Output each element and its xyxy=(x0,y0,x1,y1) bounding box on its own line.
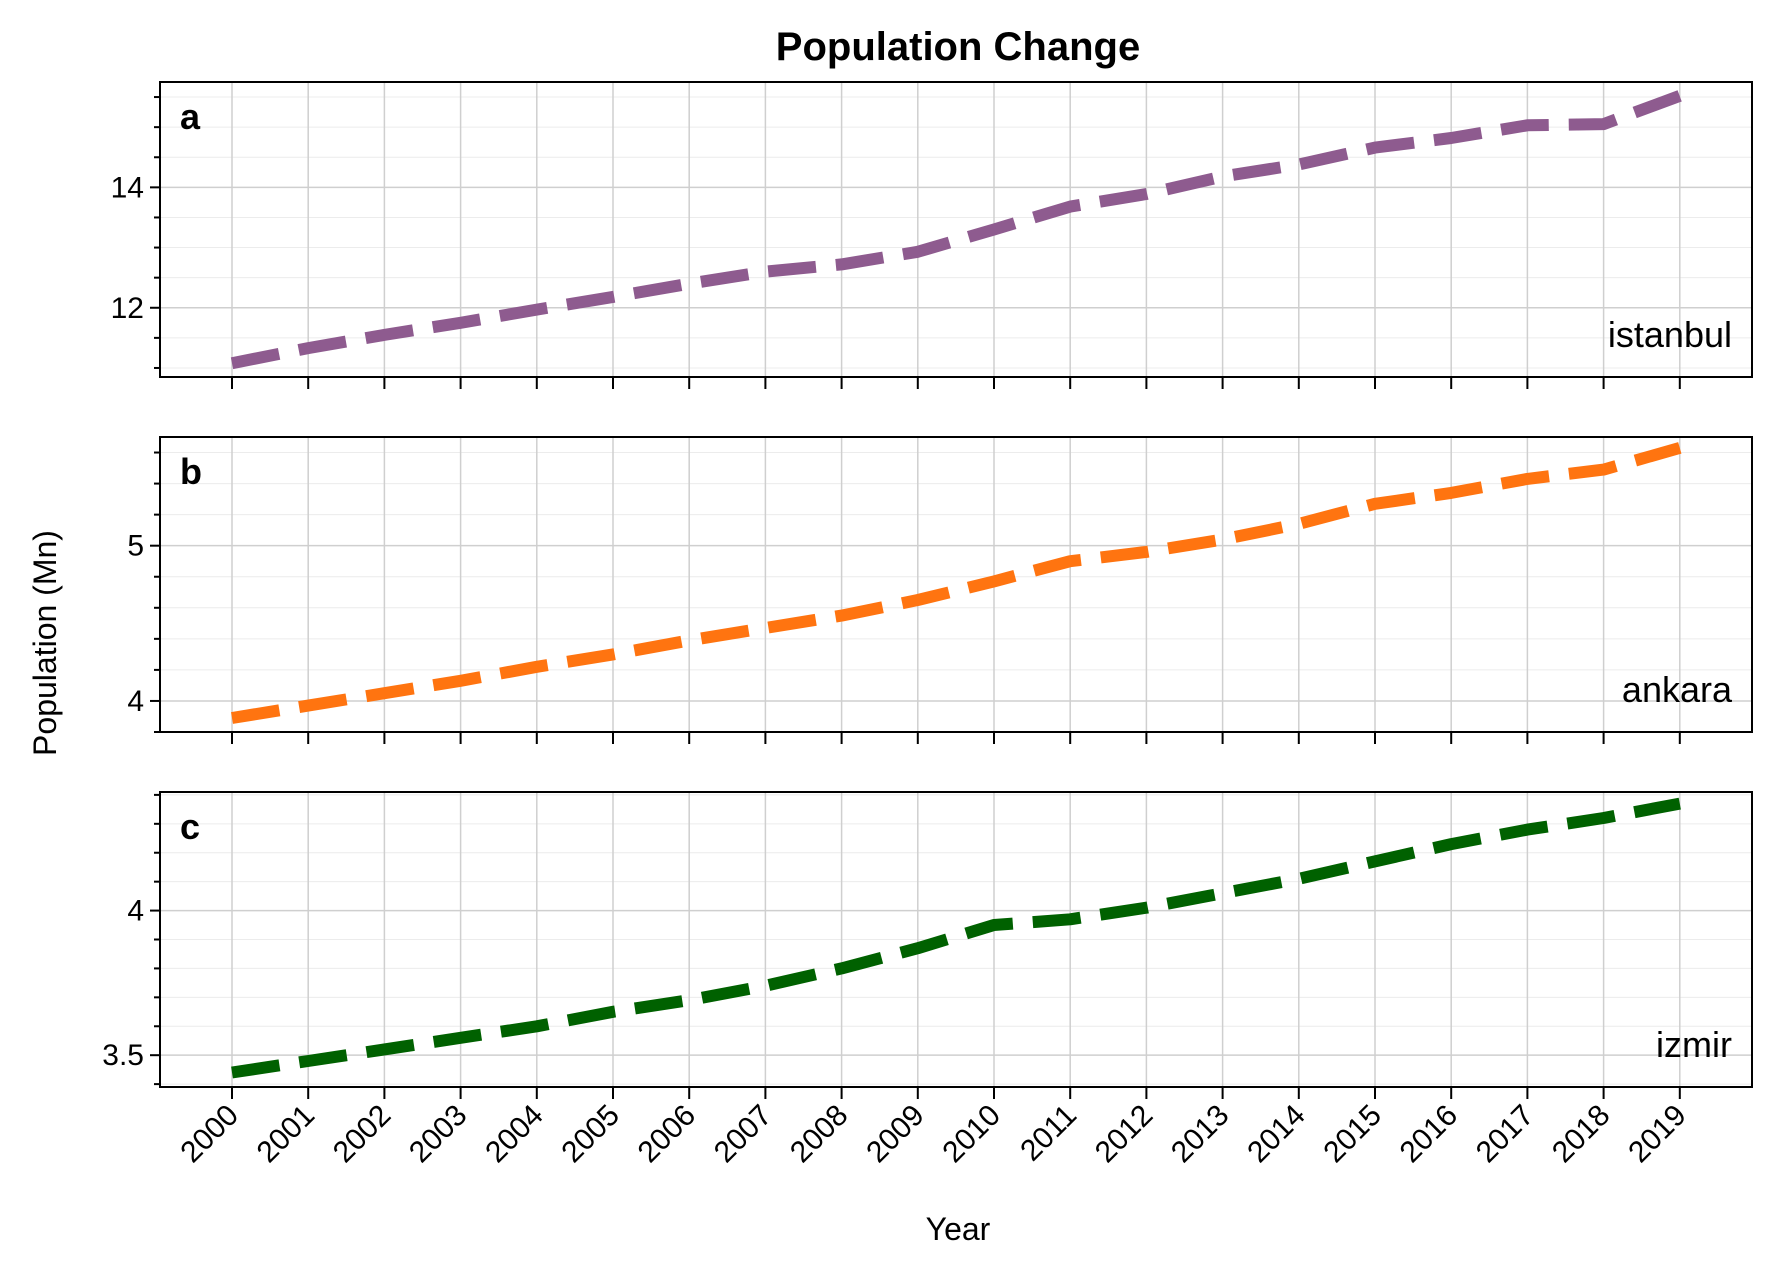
x-tick-label: 2003 xyxy=(403,1099,474,1170)
x-tick-label: 2018 xyxy=(1546,1099,1617,1170)
y-tick-label: 12 xyxy=(111,292,144,325)
x-tick-label: 2015 xyxy=(1317,1099,1388,1170)
plot-frame xyxy=(159,791,1753,1088)
plot-frame xyxy=(159,436,1753,733)
x-tick-label: 2014 xyxy=(1241,1099,1312,1170)
x-axis-label: Year xyxy=(926,1211,991,1247)
x-tick-label: 2008 xyxy=(784,1099,855,1170)
x-tick-label: 2013 xyxy=(1165,1099,1236,1170)
panel-istanbul: 12 14 a istanbul xyxy=(111,81,1753,389)
y-tick-label: 14 xyxy=(111,171,144,204)
x-tick-label: 2004 xyxy=(479,1099,550,1170)
series-label: ankara xyxy=(1622,669,1733,710)
x-tick-label: 2006 xyxy=(632,1099,703,1170)
x-tick-label: 2017 xyxy=(1470,1099,1541,1170)
x-tick-label: 2012 xyxy=(1089,1099,1160,1170)
y-axis-label: Population (Mn) xyxy=(27,530,63,756)
x-tick-label: 2009 xyxy=(860,1099,931,1170)
series-line-istanbul xyxy=(230,90,1682,370)
chart-title: Population Change xyxy=(776,25,1140,69)
series-line-izmir xyxy=(231,797,1681,1079)
x-tick-label: 2010 xyxy=(936,1099,1007,1170)
series-label: izmir xyxy=(1656,1024,1732,1065)
panel-izmir: 3.5 4 c izmir xyxy=(102,791,1753,1099)
x-tick-label: 2019 xyxy=(1622,1099,1693,1170)
panel-letter: c xyxy=(180,806,200,847)
x-tick-label: 2001 xyxy=(251,1099,322,1170)
y-tick-label: 4 xyxy=(127,895,144,928)
x-tick-label: 2002 xyxy=(327,1099,398,1170)
x-tick-label: 2016 xyxy=(1394,1099,1465,1170)
panels: 12 14 a istanbul 4 5 b ankara 3.5 4 c izmir 2000 2001… xyxy=(102,81,1753,1170)
series-line-ankara xyxy=(231,442,1682,724)
y-tick-label: 3.5 xyxy=(102,1039,144,1072)
x-tick-label: 2011 xyxy=(1014,1099,1083,1168)
x-tick-label: 2000 xyxy=(174,1099,245,1170)
panel-letter: a xyxy=(180,96,201,137)
panel-letter: b xyxy=(180,451,202,492)
y-tick-label: 4 xyxy=(127,685,144,718)
plot-frame xyxy=(159,81,1753,378)
x-tick-label: 2005 xyxy=(555,1099,626,1170)
y-tick-label: 5 xyxy=(127,530,144,563)
x-tick-label: 2007 xyxy=(708,1099,779,1170)
x-tick-labels: 2000 2001 2002 2003 2004 2005 2006 2007 2008 2009… xyxy=(174,1099,1692,1170)
panel-ankara: 4 5 b ankara xyxy=(127,436,1753,744)
series-label: istanbul xyxy=(1608,314,1732,355)
